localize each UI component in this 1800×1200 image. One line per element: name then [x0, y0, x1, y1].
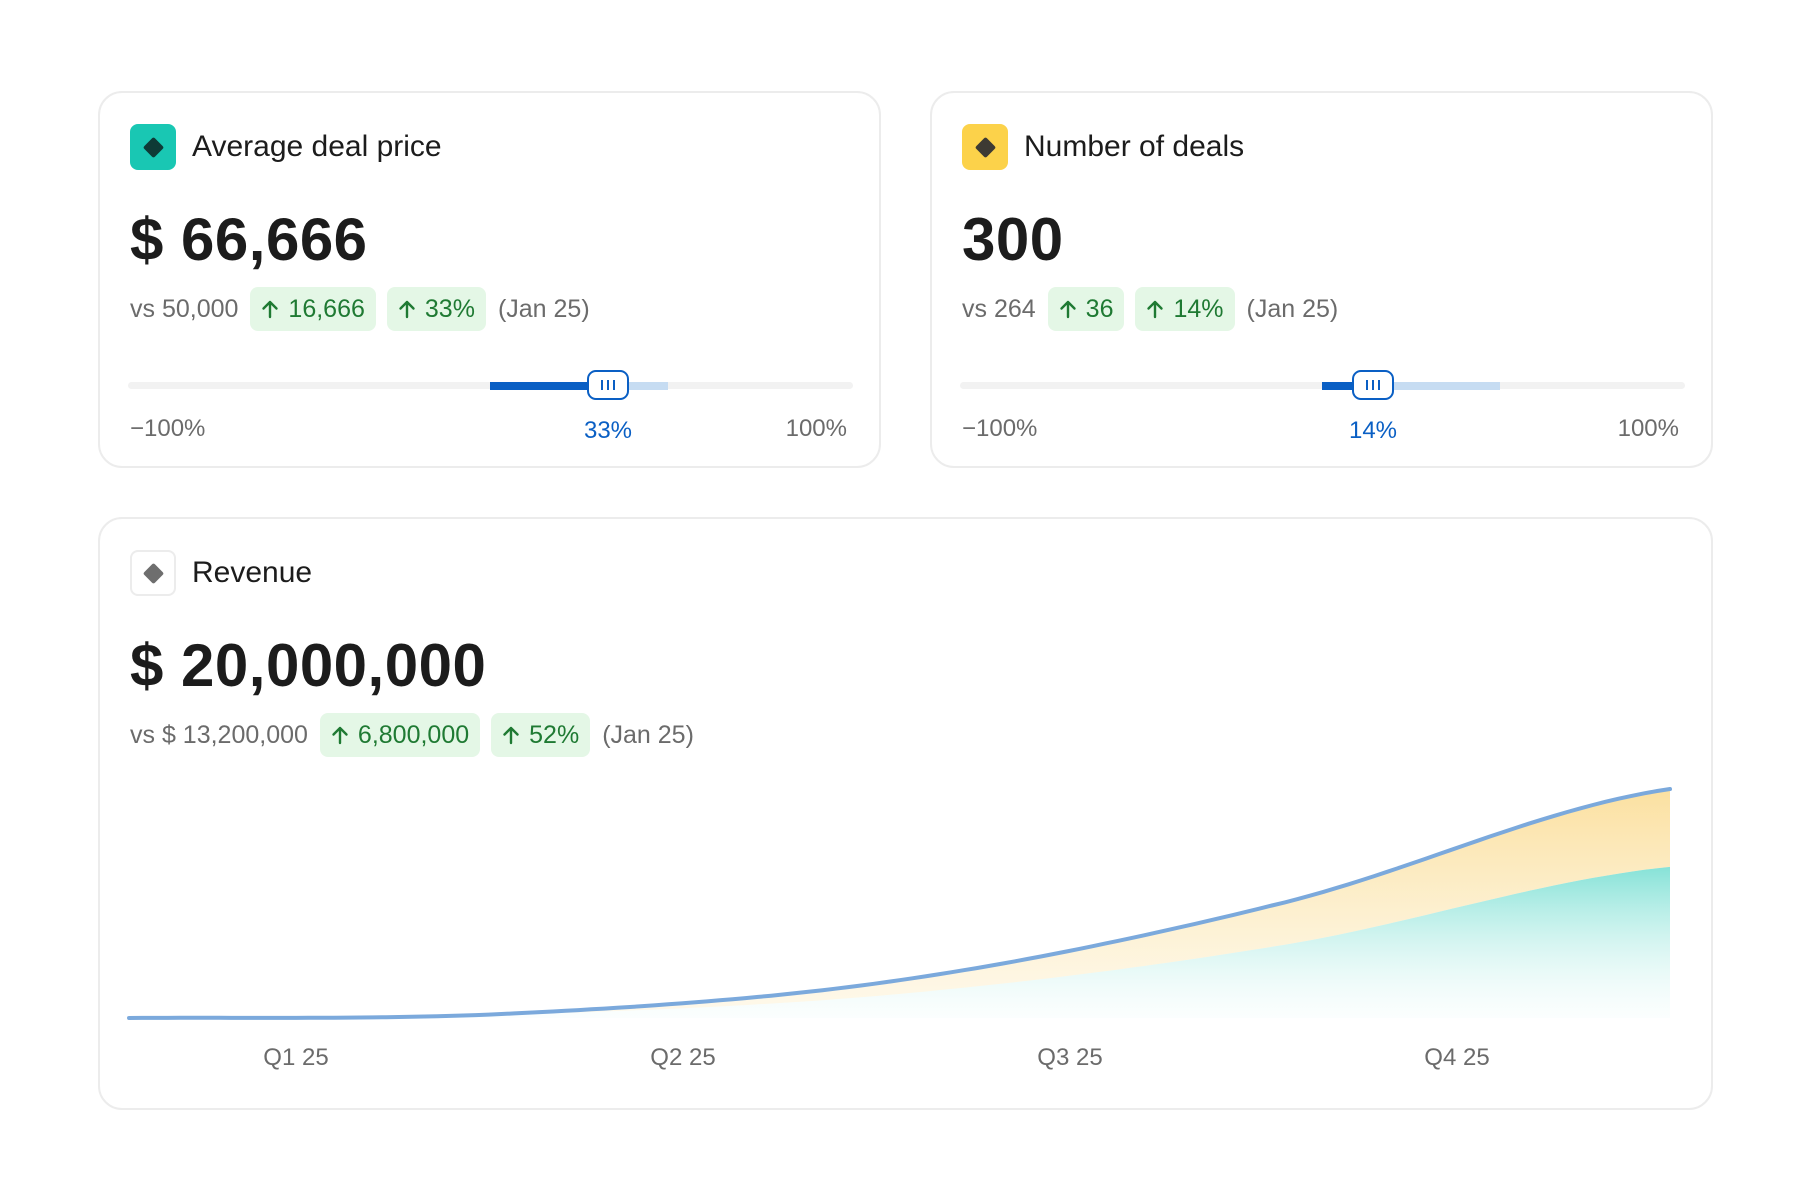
- card-title: Number of deals: [1024, 130, 1245, 163]
- delta-absolute-value: 36: [1085, 294, 1114, 323]
- comparison-row: vs $ 13,200,000 6,800,000 52% (Jan 25): [130, 712, 694, 758]
- delta-percent-value: 33%: [424, 294, 475, 323]
- slider-max-label: 100%: [1617, 415, 1679, 442]
- delta-percent-badge: 52%: [491, 713, 591, 757]
- delta-absolute-value: 6,800,000: [357, 720, 470, 749]
- metric-value: 300: [962, 206, 1064, 273]
- delta-absolute-value: 16,666: [288, 294, 365, 323]
- delta-absolute-badge: 36: [1047, 287, 1125, 331]
- average-deal-price-card: Average deal price $ 66,666 vs 50,000 16…: [98, 91, 881, 468]
- x-axis-tick-label: Q4 25: [1424, 1044, 1489, 1071]
- comparison-baseline: vs $ 13,200,000: [130, 720, 308, 749]
- slider-min-label: −100%: [130, 415, 206, 442]
- slider-current-label: 33%: [583, 417, 633, 444]
- comparison-row: vs 50,000 16,666 33% (Jan 25): [130, 286, 590, 332]
- x-axis-tick-label: Q3 25: [1037, 1044, 1102, 1071]
- metric-value: $ 66,666: [130, 206, 368, 273]
- diamond-icon: [130, 124, 176, 170]
- arrow-up-icon: [332, 726, 348, 745]
- revenue-line: [127, 787, 1672, 1020]
- baseline-area: [129, 866, 1670, 1018]
- card-header: Number of deals: [962, 124, 1244, 170]
- slider-fill: [1322, 382, 1373, 390]
- revenue-area-chart: Q1 25 Q2 25 Q3 25 Q4 25: [127, 787, 1672, 1071]
- arrow-up-icon: [262, 300, 279, 319]
- slider-max-label: 100%: [785, 415, 847, 442]
- card-header: Revenue: [130, 550, 312, 596]
- delta-percent-value: 52%: [529, 720, 580, 749]
- comparison-row: vs 264 36 14% (Jan 25): [962, 286, 1338, 332]
- revenue-card: Q1 25 Q2 25 Q3 25 Q4 25 Revenue $ 20,000,00…: [98, 517, 1713, 1110]
- card-title: Average deal price: [192, 130, 442, 163]
- percent-change-slider[interactable]: [128, 370, 853, 401]
- arrow-up-icon: [1147, 300, 1164, 319]
- slider-handle[interactable]: [1352, 370, 1394, 400]
- comparison-baseline: vs 264: [962, 294, 1036, 323]
- diamond-icon: [962, 124, 1008, 170]
- period-label: (Jan 25): [602, 720, 694, 749]
- arrow-up-icon: [503, 726, 519, 745]
- arrow-up-icon: [399, 300, 415, 319]
- slider-handle[interactable]: [587, 370, 629, 400]
- period-label: (Jan 25): [1246, 294, 1339, 323]
- delta-absolute-badge: 6,800,000: [319, 713, 481, 757]
- number-of-deals-card: Number of deals 300 vs 264 36 14% (Jan 2…: [930, 91, 1713, 468]
- diamond-icon: [130, 550, 176, 596]
- slider-range: [1322, 382, 1500, 390]
- delta-absolute-badge: 16,666: [250, 287, 376, 331]
- slider-fill: [490, 382, 608, 390]
- card-title: Revenue: [192, 556, 313, 589]
- comparison-baseline: vs 50,000: [130, 294, 239, 323]
- arrow-up-icon: [1059, 300, 1076, 319]
- card-header: Average deal price: [130, 124, 442, 170]
- period-label: (Jan 25): [497, 294, 590, 323]
- delta-percent-value: 14%: [1173, 294, 1224, 323]
- metric-value: $ 20,000,000: [130, 632, 487, 699]
- slider-min-label: −100%: [962, 415, 1038, 442]
- delta-percent-badge: 33%: [386, 287, 486, 331]
- revenue-area-band: [129, 789, 1670, 1018]
- x-axis-tick-label: Q1 25: [263, 1044, 328, 1071]
- percent-change-slider[interactable]: [960, 370, 1685, 401]
- delta-percent-badge: 14%: [1135, 287, 1235, 331]
- slider-current-label: 14%: [1348, 417, 1398, 444]
- x-axis-tick-label: Q2 25: [650, 1044, 715, 1071]
